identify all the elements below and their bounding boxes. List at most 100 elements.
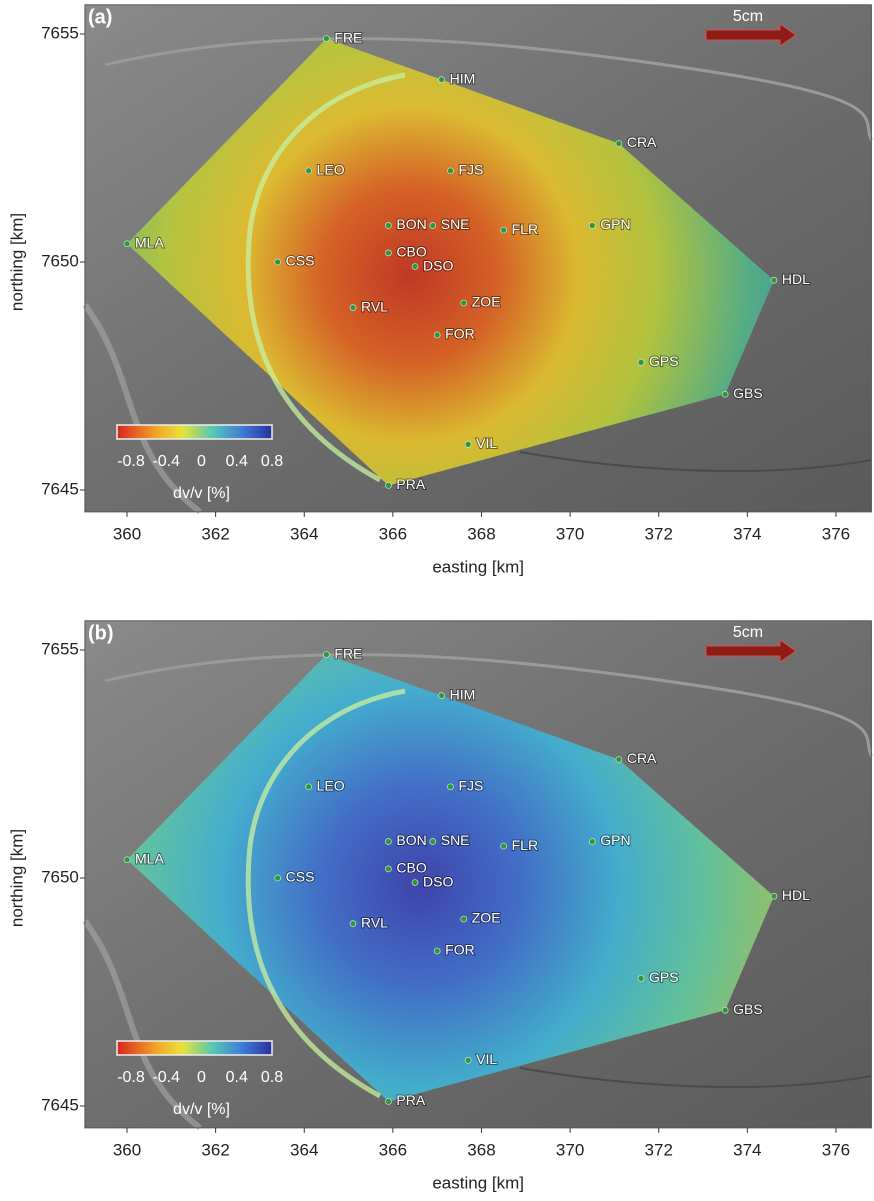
station-label: FRE xyxy=(334,29,362,45)
station-dot xyxy=(124,241,130,247)
station-dot xyxy=(412,264,418,270)
x-tick-label: 366 xyxy=(379,524,407,543)
x-tick-label: 376 xyxy=(822,1140,850,1159)
station-dot xyxy=(275,875,281,881)
station-label: ZOE xyxy=(472,294,501,310)
station-dot xyxy=(385,1098,391,1104)
station-label: LEO xyxy=(317,778,345,794)
station-dot xyxy=(447,168,453,174)
colorbar-tick-label: 0.4 xyxy=(226,1069,248,1086)
station-label: MLA xyxy=(135,234,164,250)
station-label: VIL xyxy=(476,435,497,451)
y-tick-label: 7650 xyxy=(41,867,79,886)
station-dot xyxy=(722,391,728,397)
station-label: BON xyxy=(396,832,426,848)
x-tick-label: 372 xyxy=(645,1140,673,1159)
x-tick-label: 368 xyxy=(467,1140,495,1159)
station-dot xyxy=(771,893,777,899)
x-tick-label: 364 xyxy=(290,524,318,543)
station-label: SNE xyxy=(441,832,470,848)
station-dot xyxy=(350,921,356,927)
station-dot xyxy=(501,227,507,233)
station-dot xyxy=(638,975,644,981)
x-tick-label: 374 xyxy=(733,1140,761,1159)
station-label: GPS xyxy=(649,969,679,985)
station-label: RVL xyxy=(361,914,388,930)
station-label: CRA xyxy=(627,134,657,150)
station-label: GBS xyxy=(733,1001,763,1017)
station-dot xyxy=(385,866,391,872)
colorbar-label: dv/v [%] xyxy=(173,1101,230,1118)
station-label: SNE xyxy=(441,216,470,232)
panel-label: (b) xyxy=(88,622,114,644)
x-axis-label: easting [km] xyxy=(432,557,524,576)
station-dot xyxy=(323,36,329,42)
x-tick-label: 360 xyxy=(113,1140,141,1159)
station-dot xyxy=(616,756,622,762)
station-dot xyxy=(461,916,467,922)
station-label: HDL xyxy=(782,271,810,287)
station-dot xyxy=(124,857,130,863)
station-dot xyxy=(350,305,356,311)
x-tick-label: 374 xyxy=(733,524,761,543)
x-tick-label: 364 xyxy=(290,1140,318,1159)
station-label: CSS xyxy=(286,253,315,269)
colorbar-tick-label: -0.4 xyxy=(152,1069,180,1086)
y-axis-label: northing [km] xyxy=(7,213,26,311)
station-dot xyxy=(771,277,777,283)
station-dot xyxy=(412,880,418,886)
station-label: DSO xyxy=(423,873,453,889)
station-dot xyxy=(434,948,440,954)
station-dot xyxy=(385,482,391,488)
station-label: GPS xyxy=(649,353,679,369)
colorbar-label: dv/v [%] xyxy=(173,485,230,502)
station-dot xyxy=(722,1007,728,1013)
station-dot xyxy=(323,652,329,658)
station-dot xyxy=(461,300,467,306)
station-dot xyxy=(447,784,453,790)
station-dot xyxy=(306,784,312,790)
x-tick-label: 372 xyxy=(645,524,673,543)
station-label: PRA xyxy=(396,476,425,492)
station-dot xyxy=(275,259,281,265)
station-dot xyxy=(306,168,312,174)
station-label: PRA xyxy=(396,1092,425,1108)
x-tick-label: 362 xyxy=(201,524,229,543)
station-dot xyxy=(465,1057,471,1063)
y-tick-label: 7650 xyxy=(41,251,79,270)
station-dot xyxy=(439,693,445,699)
x-tick-label: 360 xyxy=(113,524,141,543)
station-dot xyxy=(385,223,391,229)
figure: FREHIMCRALEOFJSBONSNEGPNFLRMLACSSCBODSOH… xyxy=(0,0,874,1196)
colorbar-tick-label: 0 xyxy=(197,1069,206,1086)
station-dot xyxy=(638,359,644,365)
x-tick-label: 376 xyxy=(822,524,850,543)
station-label: GPN xyxy=(600,832,630,848)
station-label: FLR xyxy=(512,837,538,853)
x-tick-label: 368 xyxy=(467,524,495,543)
station-label: RVL xyxy=(361,298,388,314)
colorbar-tick-label: 0.4 xyxy=(226,453,248,470)
x-tick-label: 362 xyxy=(201,1140,229,1159)
station-dot xyxy=(385,839,391,845)
station-label: BON xyxy=(396,216,426,232)
station-label: MLA xyxy=(135,850,164,866)
station-label: HIM xyxy=(450,70,476,86)
y-tick-label: 7645 xyxy=(41,479,79,498)
station-dot xyxy=(439,77,445,83)
station-dot xyxy=(589,223,595,229)
colorbar-tick-label: 0.8 xyxy=(261,1069,283,1086)
station-label: FOR xyxy=(445,942,475,958)
station-dot xyxy=(465,441,471,447)
station-label: VIL xyxy=(476,1051,497,1067)
colorbar-tick-label: -0.8 xyxy=(117,453,145,470)
station-label: DSO xyxy=(423,257,453,273)
colorbar-tick-label: -0.4 xyxy=(152,453,180,470)
station-label: FJS xyxy=(458,162,483,178)
x-tick-label: 366 xyxy=(379,1140,407,1159)
panel-label: (a) xyxy=(88,6,112,28)
station-dot xyxy=(501,843,507,849)
station-label: ZOE xyxy=(472,910,501,926)
